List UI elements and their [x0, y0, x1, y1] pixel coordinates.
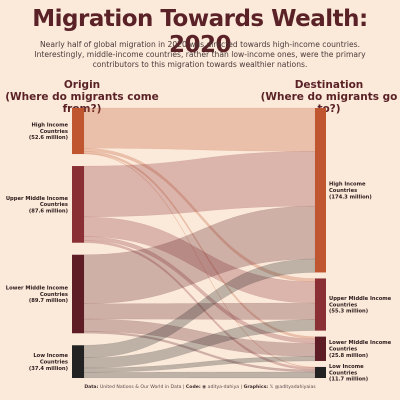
footer-data-label: Data: [84, 385, 99, 390]
destination-node-label: Lower Middle Income Countries (25.8 millio… [329, 340, 392, 359]
origin-node-label: Lower Middle Income Countries (89.7 millio… [6, 285, 69, 304]
origin-node-label: Upper Middle Income Countries (87.6 millio… [6, 196, 69, 215]
destination-node-label: High Income Countries (174.3 million) [329, 182, 372, 201]
footer-code-value[interactable]: aditya-dahiya [207, 385, 240, 390]
flow-links [83, 107, 316, 379]
origin-node [72, 345, 84, 378]
origin-node [72, 254, 84, 334]
destination-node [315, 336, 326, 361]
footer-credits: Data: United Nations & Our World in Data… [84, 385, 316, 390]
footer-graphics-value[interactable]: @adityadahiyaias [274, 385, 316, 390]
chart-title: Migration Towards Wealth: 2020 [32, 6, 368, 58]
footer-data-value: United Nations & Our World in Data [99, 385, 182, 390]
flow-link [83, 371, 316, 379]
destination-node-label: Upper Middle Income Countries (55.3 millio… [329, 296, 392, 315]
destination-node [315, 366, 326, 378]
origin-header-title: Origin [63, 79, 101, 91]
footer-graphics-label: Graphics: [243, 385, 269, 390]
destination-node [315, 278, 326, 331]
footer-code-label: Code: [185, 385, 201, 390]
origin-node-label: Low Income Countries (37.4 million) [29, 353, 69, 372]
nodes: High Income Countries (52.6 million) Upper … [6, 108, 392, 383]
flow-link [83, 107, 316, 152]
origin-node [72, 166, 84, 243]
chart-subtitle: Nearly half of global migration in 2020 … [34, 40, 366, 70]
flow-link [83, 318, 316, 357]
x-twitter-icon: 𝕏 [269, 385, 274, 390]
origin-node [72, 108, 84, 155]
origin-node-label: High Income Countries (52.6 million) [29, 122, 69, 141]
destination-header-title: Destination [294, 79, 364, 91]
destination-node [315, 108, 326, 273]
github-icon: ◉ [202, 385, 207, 390]
destination-node-label: Low Income Countries (11.7 million) [329, 364, 368, 383]
